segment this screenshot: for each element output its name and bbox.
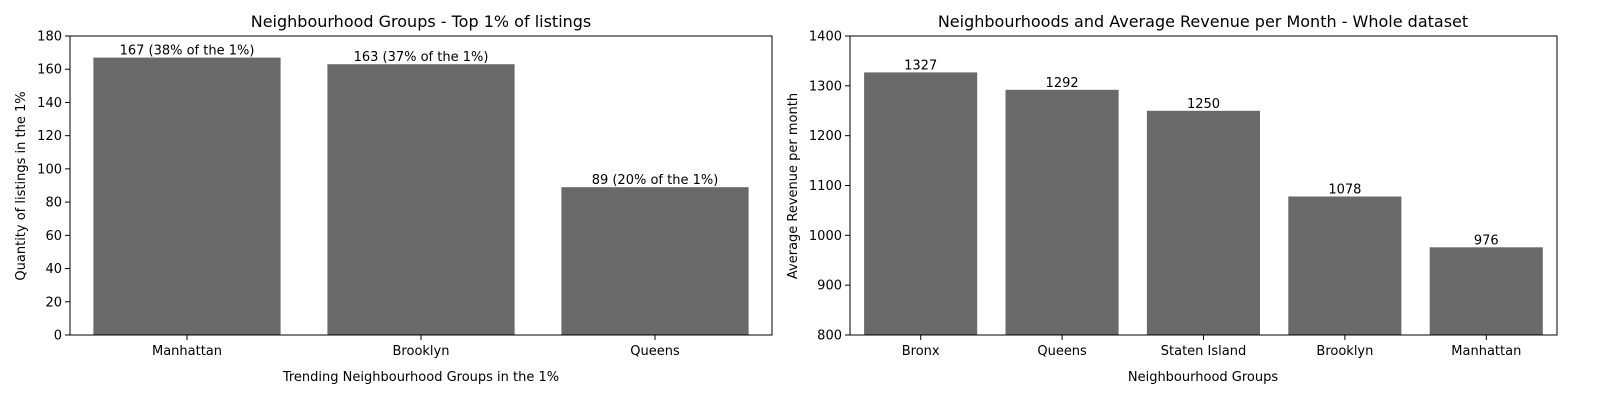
x-tick-label: Brooklyn [393, 344, 450, 359]
y-tick-label: 180 [37, 30, 62, 45]
y-axis-label: Average Revenue per month [786, 93, 801, 279]
y-tick-label: 80 [45, 196, 62, 211]
data-label: 1250 [1187, 97, 1220, 112]
x-axis-label: Neighbourhood Groups [1128, 370, 1278, 385]
x-tick-label: Queens [1037, 344, 1087, 359]
x-tick-label: Staten Island [1161, 344, 1246, 359]
bar-bronx [864, 72, 978, 336]
y-tick-label: 140 [37, 96, 62, 111]
data-label: 163 (37% of the 1%) [354, 50, 489, 65]
y-tick-label: 160 [37, 63, 62, 78]
y-tick-label: 60 [45, 229, 62, 244]
y-tick-label: 1300 [809, 79, 842, 94]
bar-manhattan [1429, 247, 1543, 335]
chart-top-listings: Neighbourhood Groups - Top 1% of listing… [14, 12, 773, 385]
y-tick-label: 800 [817, 329, 842, 344]
x-tick-label: Manhattan [1451, 344, 1521, 359]
bar-brooklyn [327, 64, 515, 335]
data-label: 1292 [1046, 76, 1079, 91]
x-tick-label: Manhattan [152, 344, 222, 359]
chart-title: Neighbourhoods and Average Revenue per M… [938, 12, 1468, 31]
x-axis-label: Trending Neighbourhood Groups in the 1% [282, 370, 559, 385]
chart-title: Neighbourhood Groups - Top 1% of listing… [251, 12, 592, 31]
x-tick-label: Bronx [902, 344, 940, 359]
y-tick-label: 1000 [809, 229, 842, 244]
y-tick-label: 900 [817, 279, 842, 294]
y-tick-label: 100 [37, 162, 62, 177]
data-label: 1327 [904, 58, 937, 73]
bar-queens [561, 187, 749, 335]
y-tick-label: 1200 [809, 129, 842, 144]
x-tick-label: Queens [630, 344, 680, 359]
bar-staten-island [1146, 110, 1260, 336]
y-axis-label: Quantity of listings in the 1% [14, 91, 29, 280]
y-tick-label: 0 [54, 329, 62, 344]
bar-queens [1005, 89, 1119, 335]
data-label: 976 [1474, 233, 1499, 248]
bar-brooklyn [1288, 196, 1402, 335]
y-tick-label: 120 [37, 129, 62, 144]
x-tick-label: Brooklyn [1316, 344, 1373, 359]
data-label: 89 (20% of the 1%) [592, 173, 719, 188]
y-tick-label: 40 [45, 262, 62, 277]
bar-manhattan [93, 57, 281, 335]
data-label: 1078 [1328, 182, 1361, 197]
y-tick-label: 1100 [809, 179, 842, 194]
y-tick-label: 1400 [809, 30, 842, 45]
chart-avg-revenue: Neighbourhoods and Average Revenue per M… [786, 12, 1558, 385]
data-label: 167 (38% of the 1%) [120, 44, 255, 59]
y-tick-label: 20 [45, 295, 62, 310]
